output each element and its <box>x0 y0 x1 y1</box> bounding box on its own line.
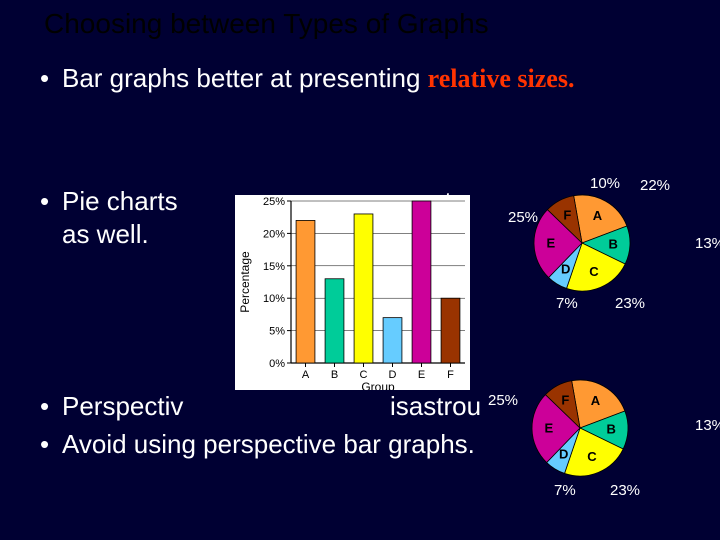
svg-text:Percentage: Percentage <box>238 251 252 313</box>
svg-text:E: E <box>418 369 425 381</box>
bullet-4: • Avoid using perspective bar graphs. <box>62 428 622 461</box>
svg-text:20%: 20% <box>263 228 285 240</box>
svg-text:B: B <box>608 236 617 251</box>
svg-text:25%: 25% <box>488 392 518 409</box>
svg-text:E: E <box>546 236 555 251</box>
bullet-dot: • <box>40 185 49 218</box>
slide-title: Choosing between Types of Graphs <box>44 8 489 40</box>
svg-text:C: C <box>589 264 599 279</box>
svg-text:F: F <box>563 207 571 222</box>
bullet-1-text-a: Bar graphs better at presenting <box>62 63 428 93</box>
bullet-dot: • <box>40 62 49 95</box>
svg-text:A: A <box>302 369 310 381</box>
svg-text:23%: 23% <box>615 295 645 312</box>
bullet-4-text: Avoid using perspective bar graphs. <box>62 429 475 459</box>
bullet-dot: • <box>40 428 49 461</box>
svg-text:D: D <box>561 262 570 277</box>
bullet-3: • Perspectiv <box>62 390 183 423</box>
bullet-3-text-a: Perspectiv <box>62 391 183 421</box>
svg-text:10%: 10% <box>590 175 620 192</box>
svg-text:13%: 13% <box>695 235 720 252</box>
svg-text:A: A <box>593 208 603 223</box>
svg-text:F: F <box>561 392 569 407</box>
svg-text:23%: 23% <box>610 482 640 499</box>
svg-text:25%: 25% <box>508 209 538 226</box>
bullet-dot: • <box>40 390 49 423</box>
bar-chart: 0%5%10%15%20%25%ABCDEFGroupPercentage <box>235 195 470 390</box>
svg-text:Group: Group <box>361 380 395 390</box>
bullet-2-text-b: as well. <box>62 219 149 249</box>
bullet-1: • Bar graphs better at presenting relati… <box>62 62 662 96</box>
svg-text:F: F <box>447 369 454 381</box>
svg-text:7%: 7% <box>556 295 578 312</box>
svg-text:25%: 25% <box>263 196 285 208</box>
bullet-2-text-a: Pie charts <box>62 186 178 216</box>
svg-text:0%: 0% <box>269 358 285 370</box>
svg-text:10%: 10% <box>263 293 285 305</box>
svg-text:7%: 7% <box>554 482 576 499</box>
bullet-2: • Pie charts as well. <box>62 185 178 250</box>
bullet-1-emph: relative sizes. <box>428 64 575 93</box>
bullet-3-frag: isastrou <box>390 390 481 423</box>
svg-text:5%: 5% <box>269 326 285 338</box>
svg-text:A: A <box>591 393 601 408</box>
svg-text:B: B <box>331 369 338 381</box>
svg-text:15%: 15% <box>263 261 285 273</box>
svg-text:22%: 22% <box>640 177 670 194</box>
svg-text:13%: 13% <box>695 417 720 434</box>
